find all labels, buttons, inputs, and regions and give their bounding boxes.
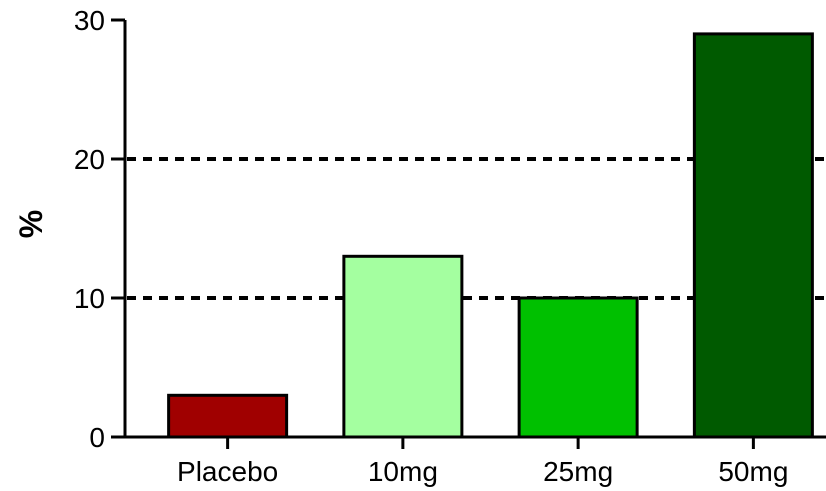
bar-50mg (692, 32, 814, 439)
x-tick-label: Placebo (177, 456, 278, 487)
y-tick-label: 0 (89, 422, 105, 453)
y-axis-title: % (13, 210, 49, 238)
bar-10mg (342, 254, 464, 439)
x-tick-label: 25mg (543, 456, 613, 487)
y-tick-label: 30 (74, 5, 105, 36)
tick-labels: 0 10 20 30 Placebo 10mg 25mg 50mg (74, 5, 789, 487)
y-tick-label: 20 (74, 144, 105, 175)
bar-placebo (167, 393, 289, 439)
y-tick-label: 10 (74, 283, 105, 314)
x-tick-label: 10mg (368, 456, 438, 487)
bar-25mg (517, 296, 639, 439)
bars (167, 32, 814, 439)
axes (111, 18, 826, 449)
x-tick-label: 50mg (718, 456, 788, 487)
